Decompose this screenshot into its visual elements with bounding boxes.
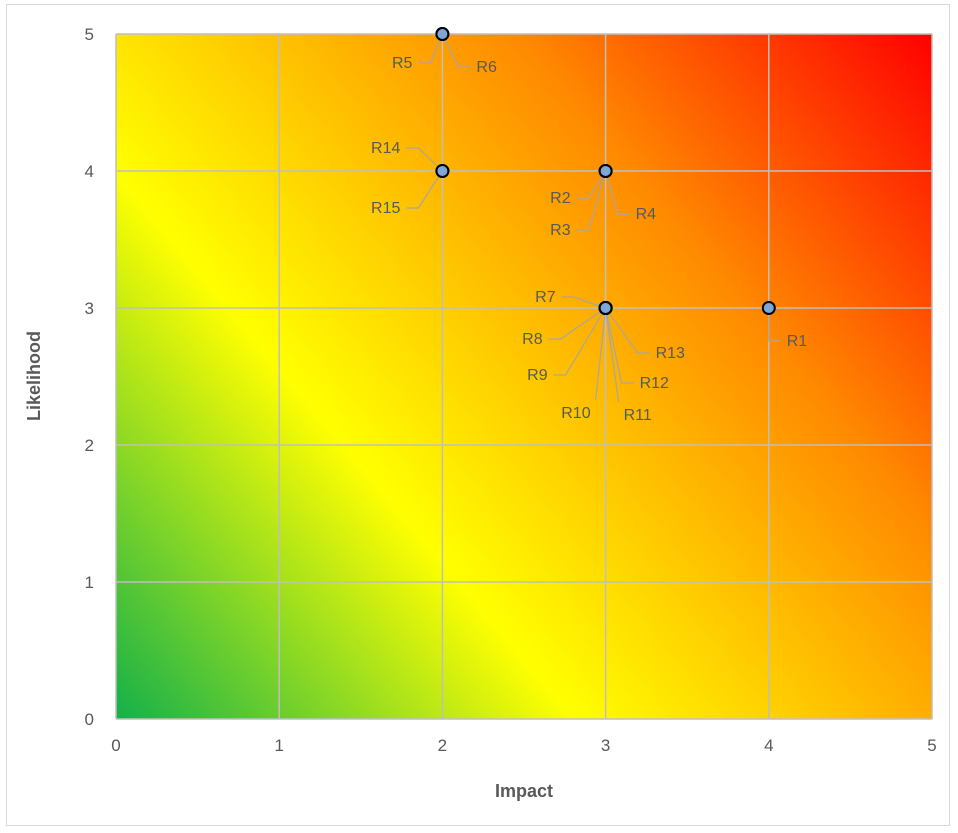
x-tick-label: 5 [927,736,936,755]
point-label-r12: R12 [640,375,669,392]
leader-line-r5 [418,33,443,64]
x-tick-label: 2 [438,736,447,755]
data-point-r6 [435,27,450,41]
leader-line-r1 [768,308,781,342]
point-labels: R1 R2 R3 R4 R5 R6 R7 R8 R9 R10 R11 R12 R13 R14 R15 [371,55,807,424]
y-tick-label: 1 [85,573,94,592]
label-leaders [406,33,781,403]
point-label-r14: R14 [371,140,400,157]
point-label-r8: R8 [522,331,543,348]
y-tick-label: 2 [85,436,94,455]
x-axis-title: Impact [495,781,553,801]
point-label-r10: R10 [561,405,590,422]
plot-area-gradient [116,34,932,719]
point-label-r13: R13 [656,345,685,362]
point-label-r4: R4 [636,206,657,223]
data-point-r1 [761,301,776,315]
x-tick-label: 3 [601,736,610,755]
gridlines [115,33,933,720]
point-label-r15: R15 [371,200,400,217]
leader-line-r4 [605,170,630,215]
tick-labels: 0 1 2 3 4 5 0 1 2 3 4 5 [85,25,937,755]
data-point-r4 [598,164,613,178]
point-label-r11: R11 [624,407,652,424]
leader-line-r9 [553,307,607,376]
x-tick-label: 4 [764,736,773,755]
point-label-r3: R3 [550,222,571,239]
leader-line-r10 [595,307,607,401]
point-label-r5: R5 [392,55,413,72]
leader-line-r12 [605,307,634,384]
leader-line-r6 [441,33,471,68]
leader-line-r15 [406,170,443,209]
data-points [435,27,776,315]
leader-line-r3 [576,170,607,231]
point-label-r1: R1 [787,333,808,350]
data-point-r13 [598,301,613,315]
point-label-r7: R7 [535,289,556,306]
leader-line-r11 [605,307,620,403]
y-tick-label: 4 [85,162,94,181]
y-axis-title: Likelihood [24,331,44,421]
data-point-r15 [435,164,450,178]
leader-line-r8 [548,307,606,340]
y-tick-label: 0 [85,710,94,729]
point-label-r6: R6 [476,59,497,76]
leader-line-r13 [605,307,650,354]
point-label-r2: R2 [550,190,571,207]
point-label-r9: R9 [527,367,548,384]
x-tick-label: 0 [111,736,120,755]
leader-line-r14 [406,147,443,172]
leader-line-r7 [561,296,606,309]
y-tick-label: 3 [85,299,94,318]
x-tick-label: 1 [274,736,283,755]
leader-line-r2 [576,170,607,199]
y-tick-label: 5 [85,25,94,44]
